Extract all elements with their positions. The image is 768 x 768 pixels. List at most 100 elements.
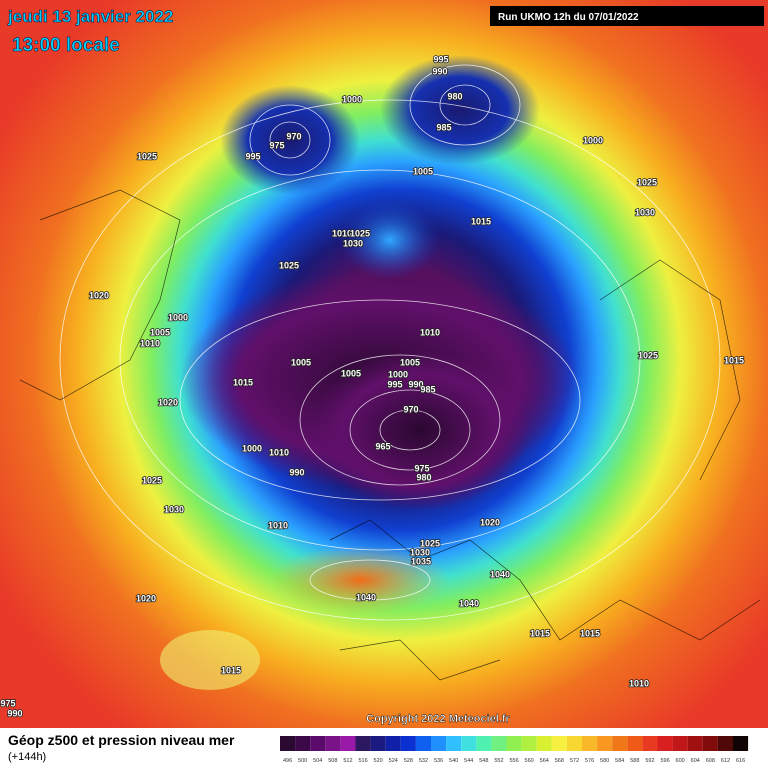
isobar-label: 1015	[471, 216, 491, 226]
isobar-label: 1040	[490, 569, 510, 579]
isobar-label: 1010	[140, 338, 160, 348]
colorbar-swatch	[506, 736, 522, 751]
colorbar-tick-label: 556	[509, 758, 518, 764]
colorbar-swatch	[672, 736, 688, 751]
colorbar-tick-label: 592	[645, 758, 654, 764]
colorbar-swatch	[295, 736, 311, 751]
colorbar-tick-label: 616	[736, 758, 745, 764]
colorbar-swatch	[521, 736, 537, 751]
isobar-label: 1015	[221, 665, 241, 675]
isobar-label: 1025	[638, 350, 658, 360]
isobar-label: 965	[375, 441, 390, 451]
colorbar-tick-label: 604	[691, 758, 700, 764]
colorbar-tick-label: 552	[494, 758, 503, 764]
isobar-label: 1030	[635, 207, 655, 217]
isobar-label: 1020	[480, 517, 500, 527]
colorbar-tick-label: 516	[358, 758, 367, 764]
time: 13:00 locale	[12, 35, 120, 56]
colorbar-swatch	[491, 736, 507, 751]
date: jeudi 13 janvier 2022	[7, 7, 173, 26]
colorbar-tick-label: 528	[404, 758, 413, 764]
lead-time: (+144h)	[8, 751, 46, 763]
isobar-label: 1020	[89, 290, 109, 300]
run-label: Run UKMO 12h du 07/01/2022	[498, 12, 639, 23]
isobar-label: 1020	[136, 593, 156, 603]
colorbar-tick-label: 536	[434, 758, 443, 764]
isobar-label: 980	[416, 472, 431, 482]
colorbar-tick-label: 600	[676, 758, 685, 764]
isobar-label: 975	[0, 698, 15, 708]
colorbar-swatch	[733, 736, 749, 751]
isobar-label: 1015	[724, 355, 744, 365]
isobar-label: 1010	[629, 678, 649, 688]
colorbar-tick-label: 580	[600, 758, 609, 764]
isobar-label: 1000	[242, 443, 262, 453]
isobar-label: 1040	[459, 598, 479, 608]
isobar-label: 1015	[530, 628, 550, 638]
isobar-label: 1025	[350, 228, 370, 238]
colorbar-swatch	[340, 736, 356, 751]
high-area	[340, 200, 440, 280]
colorbar-tick-label: 548	[479, 758, 488, 764]
colorbar-swatch	[400, 736, 416, 751]
colorbar-tick-label: 568	[555, 758, 564, 764]
colorbar-swatch	[385, 736, 401, 751]
isobar-label: 990	[7, 708, 22, 718]
colorbar-swatch	[597, 736, 613, 751]
isobar-label: 1030	[410, 547, 430, 557]
colorbar-swatch	[461, 736, 477, 751]
colorbar-swatch	[415, 736, 431, 751]
isobar-label: 970	[286, 131, 301, 141]
colorbar-swatch	[551, 736, 567, 751]
colorbar-swatch	[612, 736, 628, 751]
isobar-label: 985	[436, 122, 451, 132]
colorbar-tick-label: 576	[585, 758, 594, 764]
colorbar-swatch	[355, 736, 371, 751]
isobar-label: 995	[245, 151, 260, 161]
colorbar-tick-label: 532	[419, 758, 428, 764]
isobar-label: 995	[433, 54, 448, 64]
isobar-label: 1010	[420, 327, 440, 337]
isobar-label: 1005	[341, 368, 361, 378]
isobar-label: 975	[269, 140, 284, 150]
low-pressure-area	[220, 85, 360, 195]
isobar-label: 970	[403, 404, 418, 414]
colorbar-tick-label: 512	[343, 758, 352, 764]
colorbar-swatch	[280, 736, 296, 751]
isobar-label: 1015	[233, 377, 253, 387]
colorbar-tick-label: 496	[283, 758, 292, 764]
colorbar-swatch	[657, 736, 673, 751]
high-area	[160, 630, 260, 690]
colorbar-swatch	[431, 736, 447, 751]
colorbar-swatch	[582, 736, 598, 751]
isobar-label: 1005	[400, 357, 420, 367]
copyright: Copyright 2022 Meteociel.fr	[366, 713, 510, 725]
isobar-label: 1010	[332, 228, 352, 238]
isobar-label: 990	[289, 467, 304, 477]
isobar-label: 1025	[137, 151, 157, 161]
isobar-label: 1000	[583, 135, 603, 145]
isobar-label: 1025	[637, 177, 657, 187]
isobar-label: 990	[408, 379, 423, 389]
colorbar-tick-label: 544	[464, 758, 473, 764]
isobar-label: 995	[387, 379, 402, 389]
isobar-label: 985	[420, 384, 435, 394]
isobar-label: 1010	[268, 520, 288, 530]
colorbar-tick-label: 564	[540, 758, 549, 764]
isobar-label: 1035	[411, 556, 431, 566]
legend-title: Géop z500 et pression niveau mer	[8, 732, 235, 748]
isobar-label: 975	[414, 463, 429, 473]
colorbar-swatch	[702, 736, 718, 751]
colorbar: 496 500 504 508 512 516 520 524 528 532 536 540 544 5…	[280, 736, 749, 764]
isobar-label: 1030	[164, 504, 184, 514]
isobar-label: 1015	[580, 628, 600, 638]
colorbar-swatch	[627, 736, 643, 751]
isobar-label: 1005	[150, 327, 170, 337]
colorbar-tick-label: 508	[328, 758, 337, 764]
run-box	[490, 6, 764, 26]
colorbar-tick-label: 500	[298, 758, 307, 764]
colorbar-tick-label: 504	[313, 758, 322, 764]
